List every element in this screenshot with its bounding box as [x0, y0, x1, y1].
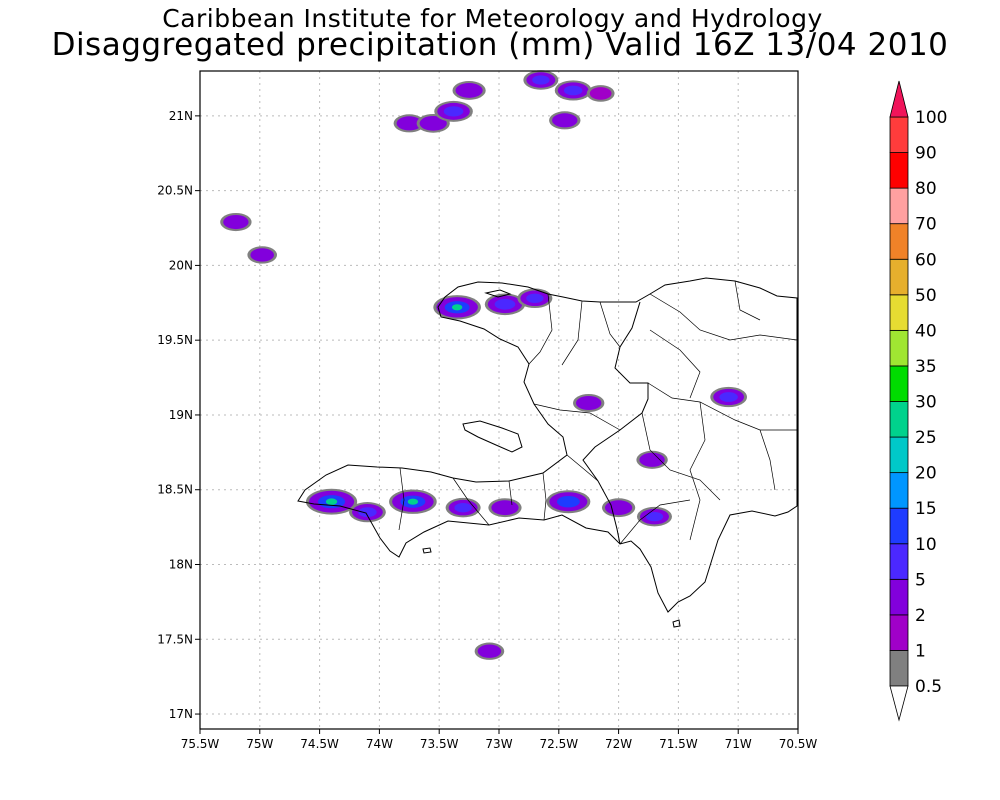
lon-tick-label: 71.5W	[659, 737, 698, 751]
colorbar-segment	[889, 650, 909, 687]
precip-cell-core	[443, 106, 464, 117]
islet-southwest	[422, 547, 432, 554]
lon-tick-label: 72W	[605, 737, 632, 751]
precip-cell-peak	[407, 498, 419, 505]
map-title: Caribbean Institute for Meteorology and …	[162, 4, 823, 33]
colorbar-segment	[889, 294, 909, 331]
colorbar-segment	[889, 187, 909, 225]
precip-cell	[419, 115, 447, 131]
gridlines	[200, 71, 798, 729]
colorbar-level-label: 5	[915, 570, 926, 590]
colorbar-segment	[889, 258, 909, 296]
precip-cell	[250, 248, 274, 262]
precip-cell-peak	[451, 304, 463, 311]
lat-tick-label: 19N	[169, 408, 193, 422]
precip-cell	[491, 500, 519, 516]
precip-cell	[396, 116, 422, 131]
colorbar-segment	[889, 614, 909, 651]
admin-boundaries	[398, 280, 798, 545]
precip-cell	[552, 113, 578, 128]
colorbar-segment	[889, 401, 909, 438]
precip-cell-core	[556, 495, 580, 508]
colorbar-level-label: 10	[915, 535, 937, 555]
lat-tick-label: 18.5N	[157, 483, 193, 497]
colorbar-segment	[889, 223, 909, 260]
colorbar-lower-arrow	[889, 685, 909, 722]
colorbar-level-label: 35	[915, 357, 937, 377]
lon-tick-label: 75.5W	[181, 737, 220, 751]
precipitation-field	[220, 70, 748, 660]
tortuga-island-coastline	[484, 289, 512, 298]
colorbar-upper-arrow	[889, 80, 909, 118]
precip-cell	[576, 395, 602, 411]
axis-ticks: 75.5W 75W 74.5W 74W 73.5W 73W 72.5W 72W 71.5W 71W…	[157, 109, 817, 751]
lat-tick-label: 17.5N	[157, 632, 193, 646]
colorbar-level-label: 100	[915, 108, 947, 128]
lat-tick-label: 20N	[169, 258, 193, 272]
precip-cell-core	[645, 511, 664, 522]
colorbar-segment	[889, 116, 909, 153]
hispaniola-coastline	[297, 277, 798, 613]
precip-cell	[639, 452, 665, 467]
lon-tick-label: 72.5W	[540, 737, 579, 751]
precip-cell	[223, 214, 249, 230]
precip-cell	[455, 83, 483, 98]
colorbar-segment	[889, 152, 909, 189]
lon-tick-label: 74W	[366, 737, 393, 751]
colorbar-segment	[889, 329, 909, 367]
lon-tick-label: 73.5W	[420, 737, 459, 751]
gonave-island-coastline	[462, 420, 523, 453]
colorbar-segment	[889, 365, 909, 402]
precip-cell	[605, 500, 633, 516]
precip-cell-peak	[325, 498, 338, 505]
colorbar-level-label: 80	[915, 179, 937, 199]
lat-tick-label: 19.5N	[157, 333, 193, 347]
precip-cell-core	[454, 503, 472, 513]
colorbar-level-label: 2	[915, 606, 926, 626]
lon-tick-label: 75W	[246, 737, 273, 751]
coastlines	[297, 277, 798, 628]
precip-cell-core	[719, 392, 738, 402]
colorbar-segment	[889, 436, 909, 474]
colorbar-level-label: 25	[915, 428, 937, 448]
lon-tick-label: 74.5W	[300, 737, 339, 751]
colorbar-level-label: 90	[915, 144, 937, 164]
colorbar-level-label: 0.5	[915, 677, 942, 697]
precip-cell	[477, 644, 502, 658]
precip-cell-core	[532, 75, 550, 85]
lat-tick-label: 18N	[169, 558, 193, 572]
lat-tick-label: 21N	[169, 109, 193, 123]
colorbar-level-label: 40	[915, 321, 937, 341]
lat-tick-label: 17N	[169, 707, 193, 721]
colorbar-segment	[889, 543, 909, 580]
map-subtitle: Disaggregated precipitation (mm) Valid 1…	[51, 27, 949, 63]
lat-tick-label: 20.5N	[157, 184, 193, 198]
precip-cell	[589, 87, 612, 100]
colorbar-segment	[889, 578, 909, 616]
islet-south	[672, 619, 681, 628]
precip-cell-core	[494, 299, 516, 310]
colorbar-level-label: 30	[915, 393, 937, 413]
lon-tick-label: 71W	[725, 737, 752, 751]
colorbar-level-label: 70	[915, 215, 937, 235]
colorbar-level-label: 1	[915, 641, 926, 661]
precip-cell-core	[526, 293, 544, 303]
colorbar-level-label: 20	[915, 464, 937, 484]
colorbar-segment	[889, 507, 909, 545]
lon-tick-label: 70.5W	[779, 737, 818, 751]
colorbar-level-label: 15	[915, 499, 937, 519]
colorbar-level-label: 50	[915, 286, 937, 306]
colorbar-segment	[889, 472, 909, 509]
precip-cell-core	[358, 507, 377, 518]
lon-tick-label: 73W	[485, 737, 512, 751]
colorbar-level-label: 60	[915, 250, 937, 270]
precip-cell-core	[563, 85, 583, 96]
